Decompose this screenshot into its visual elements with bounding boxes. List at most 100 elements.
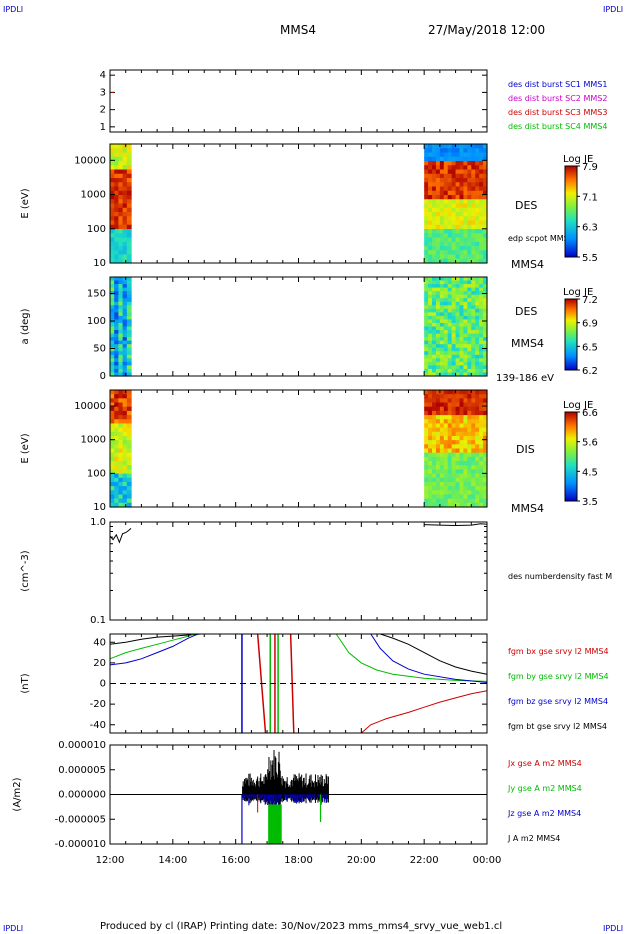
heatmap-cell bbox=[432, 301, 437, 306]
heatmap-cell bbox=[432, 330, 437, 335]
heatmap-cell bbox=[463, 361, 468, 366]
heatmap-cell bbox=[463, 161, 468, 166]
heatmap-cell bbox=[483, 333, 488, 338]
heatmap-cell bbox=[126, 444, 132, 450]
heatmap-cell bbox=[428, 298, 433, 303]
fgm-legend-entry: fgm by gse srvy l2 MMS4 bbox=[508, 672, 609, 681]
heatmap-cell bbox=[451, 165, 457, 171]
heatmap-cell bbox=[447, 156, 453, 162]
heatmap-cell bbox=[114, 361, 120, 366]
heatmap-cell bbox=[443, 224, 449, 230]
heatmap-cell bbox=[471, 233, 476, 239]
heatmap-cell bbox=[463, 330, 468, 335]
heatmap-cell bbox=[459, 361, 465, 366]
heatmap-cell bbox=[471, 333, 476, 338]
heatmap-cell bbox=[114, 315, 120, 321]
heatmap-cell bbox=[471, 224, 476, 230]
heatmap-cell bbox=[439, 427, 445, 433]
des-energy-ylabel: E (eV) bbox=[20, 188, 31, 218]
heatmap-cell bbox=[467, 315, 472, 321]
heatmap-cell bbox=[110, 465, 115, 470]
heatmap-cell bbox=[432, 216, 437, 222]
heatmap-cell bbox=[447, 308, 453, 313]
heatmap-cell bbox=[428, 410, 433, 416]
heatmap-cell bbox=[455, 144, 461, 149]
des-pitch-colorbar bbox=[564, 298, 578, 371]
heatmap-cell bbox=[432, 156, 437, 162]
heatmap-cell bbox=[475, 390, 480, 395]
heatmap-cell bbox=[463, 419, 468, 425]
heatmap-cell bbox=[455, 322, 461, 328]
heatmap-cell bbox=[110, 448, 115, 454]
heatmap-cell bbox=[118, 294, 124, 299]
heatmap-cell bbox=[435, 423, 441, 429]
heatmap-cell bbox=[114, 294, 120, 299]
heatmap-cell bbox=[451, 224, 457, 230]
heatmap-cell bbox=[110, 315, 115, 321]
heatmap-cell bbox=[451, 444, 457, 450]
heatmap-cell bbox=[475, 287, 480, 292]
heatmap-cell bbox=[424, 431, 429, 437]
heatmap-cell bbox=[447, 440, 453, 445]
heatmap-cell bbox=[471, 169, 476, 175]
heatmap-cell bbox=[110, 229, 115, 234]
heatmap-cell bbox=[475, 195, 480, 200]
dis-energy-y-tick-label: 10000 bbox=[74, 401, 106, 412]
heatmap-cell bbox=[479, 473, 484, 479]
heatmap-cell bbox=[475, 312, 480, 317]
heatmap-cell bbox=[467, 241, 472, 247]
heatmap-cell bbox=[443, 246, 449, 251]
heatmap-cell bbox=[439, 182, 445, 188]
heatmap-cell bbox=[451, 199, 457, 205]
heatmap-cell bbox=[459, 241, 465, 247]
heatmap-cell bbox=[471, 161, 476, 166]
heatmap-cell bbox=[114, 144, 120, 149]
heatmap-cell bbox=[118, 237, 124, 243]
heatmap-cell bbox=[435, 469, 441, 475]
heatmap-cell bbox=[126, 330, 132, 335]
heatmap-cell bbox=[483, 294, 488, 299]
heatmap-cell bbox=[432, 254, 437, 260]
heatmap-cell bbox=[439, 178, 445, 183]
heatmap-cell bbox=[439, 308, 445, 313]
heatmap-cell bbox=[451, 315, 457, 321]
heatmap-cell bbox=[483, 233, 488, 239]
heatmap-cell bbox=[126, 469, 132, 475]
heatmap-cell bbox=[428, 481, 433, 487]
heatmap-cell bbox=[483, 284, 488, 289]
heatmap-cell bbox=[428, 502, 433, 508]
heatmap-cell bbox=[432, 406, 437, 412]
heatmap-cell bbox=[451, 347, 457, 352]
heatmap-cell bbox=[114, 322, 120, 328]
heatmap-cell bbox=[118, 195, 124, 200]
heatmap-cell bbox=[479, 233, 484, 239]
heatmap-cell bbox=[110, 365, 115, 370]
heatmap-cell bbox=[483, 394, 488, 399]
heatmap-cell bbox=[126, 347, 132, 352]
heatmap-cell bbox=[110, 169, 115, 175]
heatmap-cell bbox=[432, 161, 437, 166]
heatmap-cell bbox=[126, 190, 132, 196]
heatmap-cell bbox=[479, 144, 484, 149]
heatmap-cell bbox=[479, 258, 484, 264]
heatmap-cell bbox=[475, 237, 480, 243]
heatmap-cell bbox=[463, 156, 468, 162]
density-series-line bbox=[424, 523, 488, 527]
heatmap-cell bbox=[479, 148, 484, 154]
heatmap-cell bbox=[118, 402, 124, 408]
heatmap-cell bbox=[432, 305, 437, 310]
heatmap-cell bbox=[110, 431, 115, 437]
heatmap-cell bbox=[118, 368, 124, 374]
heatmap-cell bbox=[451, 326, 457, 331]
heatmap-cell bbox=[424, 173, 429, 179]
heatmap-cell bbox=[439, 212, 445, 217]
heatmap-cell bbox=[110, 398, 115, 404]
heatmap-cell bbox=[479, 494, 484, 500]
heatmap-cell bbox=[443, 333, 449, 338]
heatmap-cell bbox=[471, 144, 476, 149]
heatmap-cell bbox=[463, 351, 468, 356]
heatmap-cell bbox=[122, 340, 128, 345]
heatmap-cell bbox=[443, 322, 449, 328]
heatmap-cell bbox=[483, 461, 488, 466]
heatmap-cell bbox=[435, 250, 441, 256]
